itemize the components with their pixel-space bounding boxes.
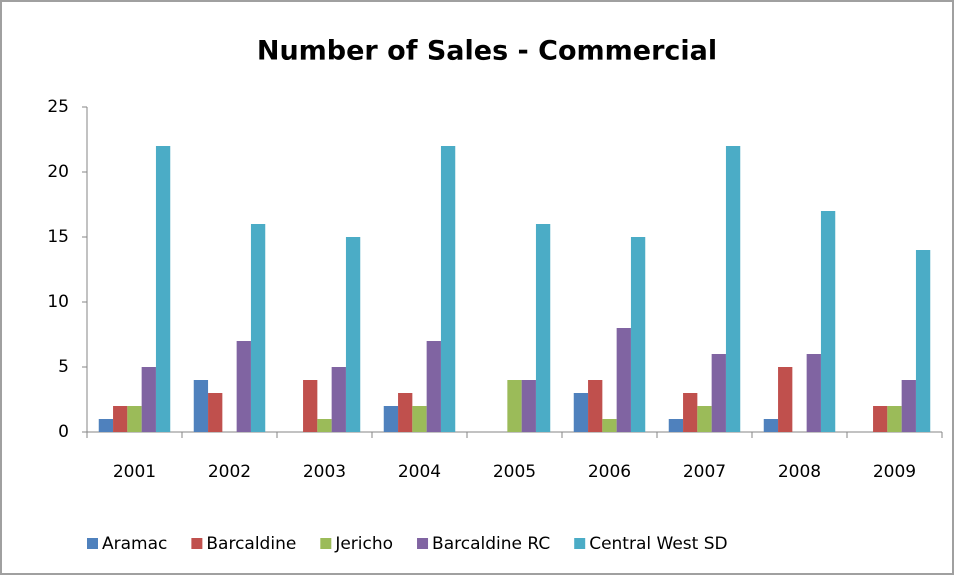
bar [521, 380, 536, 432]
bar [98, 419, 114, 432]
bar [141, 367, 156, 432]
bar [763, 419, 779, 432]
y-tick-label: 10 [47, 292, 69, 312]
bar [697, 406, 712, 432]
legend-label: Barcaldine [206, 534, 296, 554]
bar [535, 224, 551, 432]
bar [236, 341, 251, 432]
x-tick-label: 2006 [588, 462, 631, 482]
bar [820, 211, 836, 432]
bar [208, 393, 223, 432]
bar [250, 224, 266, 432]
bar [398, 393, 413, 432]
bar [901, 380, 916, 432]
bar [155, 146, 171, 432]
bar [806, 354, 821, 432]
legend-swatch [417, 538, 429, 549]
x-tick-label: 2004 [398, 462, 441, 482]
bar [383, 406, 399, 432]
bar [573, 393, 589, 432]
x-tick-label: 2009 [873, 462, 916, 482]
bar [873, 406, 888, 432]
y-tick-label: 20 [47, 162, 69, 182]
bar [193, 380, 209, 432]
bar [113, 406, 128, 432]
legend-swatch [191, 538, 203, 549]
bar [588, 380, 603, 432]
bar [602, 419, 617, 432]
legend-label: Central West SD [589, 534, 727, 554]
x-tick-label: 2008 [778, 462, 821, 482]
chart-title: Number of Sales - Commercial [257, 36, 717, 67]
legend-label: Barcaldine RC [432, 534, 550, 554]
y-tick-label: 5 [58, 357, 69, 377]
bar [683, 393, 698, 432]
bar [630, 237, 646, 432]
bar [412, 406, 427, 432]
bar [668, 419, 684, 432]
x-tick-label: 2007 [683, 462, 726, 482]
x-tick-label: 2005 [493, 462, 536, 482]
bar [426, 341, 441, 432]
bar [303, 380, 318, 432]
legend-swatch [320, 538, 332, 549]
bar [507, 380, 522, 432]
legend-swatch [574, 538, 586, 549]
bar [440, 146, 456, 432]
x-tick-label: 2001 [113, 462, 156, 482]
bar [127, 406, 142, 432]
bar [778, 367, 793, 432]
x-tick-label: 2003 [303, 462, 346, 482]
bar [331, 367, 346, 432]
bar [725, 146, 741, 432]
legend-label: Aramac [102, 534, 167, 554]
bar [915, 250, 931, 432]
legend-label: Jericho [334, 534, 393, 554]
y-tick-label: 25 [47, 97, 69, 117]
x-tick-label: 2002 [208, 462, 251, 482]
bar [711, 354, 726, 432]
bar [616, 328, 631, 432]
bar [887, 406, 902, 432]
bar [317, 419, 332, 432]
y-tick-label: 0 [58, 422, 69, 442]
y-tick-label: 15 [47, 227, 69, 247]
legend-swatch [87, 538, 98, 549]
bar [345, 237, 361, 432]
